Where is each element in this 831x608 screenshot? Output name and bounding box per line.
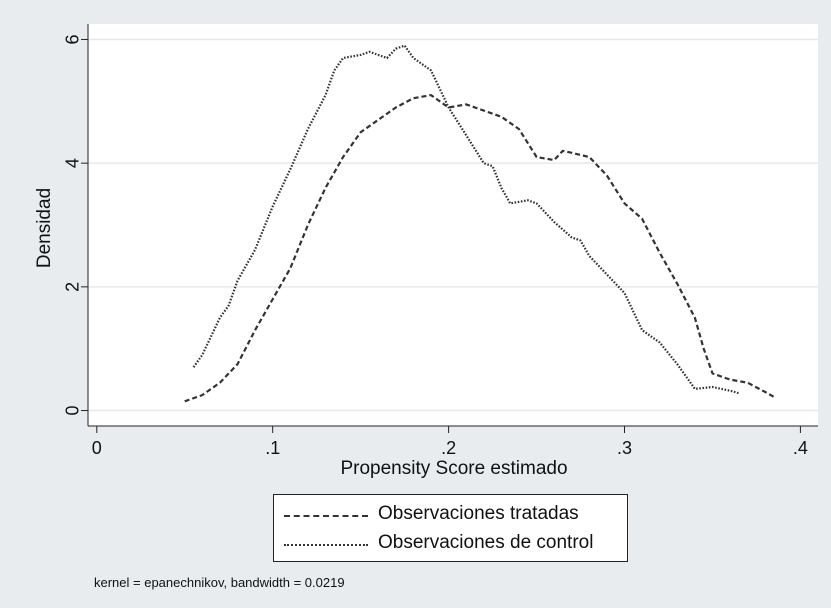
gridlines bbox=[88, 38, 818, 412]
legend-swatch-dotted bbox=[284, 544, 368, 546]
plot-region bbox=[88, 24, 818, 426]
series-lines bbox=[184, 44, 775, 403]
legend-label-treated: Observaciones tratadas bbox=[378, 503, 579, 524]
y-tick-label: 0 bbox=[62, 406, 82, 416]
y-tick-label: 6 bbox=[62, 34, 82, 44]
series-line-treated bbox=[184, 94, 775, 403]
x-tick-label: 0 bbox=[92, 438, 102, 458]
x-tick-label: .3 bbox=[617, 438, 632, 458]
y-axis-label: Densidad bbox=[34, 188, 55, 268]
y-tick-label: 2 bbox=[62, 282, 82, 292]
legend-swatch-dashed bbox=[284, 515, 368, 517]
kernel-note: kernel = epanechnikov, bandwidth = 0.021… bbox=[94, 575, 345, 590]
y-tick-label: 4 bbox=[62, 158, 82, 168]
legend-item-control: Observaciones de control bbox=[274, 530, 627, 560]
x-tick-label: .4 bbox=[793, 438, 808, 458]
legend-label-control: Observaciones de control bbox=[378, 532, 594, 553]
x-axis-label: Propensity Score estimado bbox=[340, 458, 567, 479]
x-tick-label: .1 bbox=[265, 438, 280, 458]
legend-item-treated: Observaciones tratadas bbox=[274, 501, 627, 531]
x-tick-label: .2 bbox=[441, 438, 456, 458]
axes: 0 2 4 6 0 .1 .2 .3 .4 bbox=[62, 24, 818, 458]
series-line-control bbox=[192, 44, 740, 395]
legend: Observaciones tratadas Observaciones de … bbox=[273, 494, 628, 562]
